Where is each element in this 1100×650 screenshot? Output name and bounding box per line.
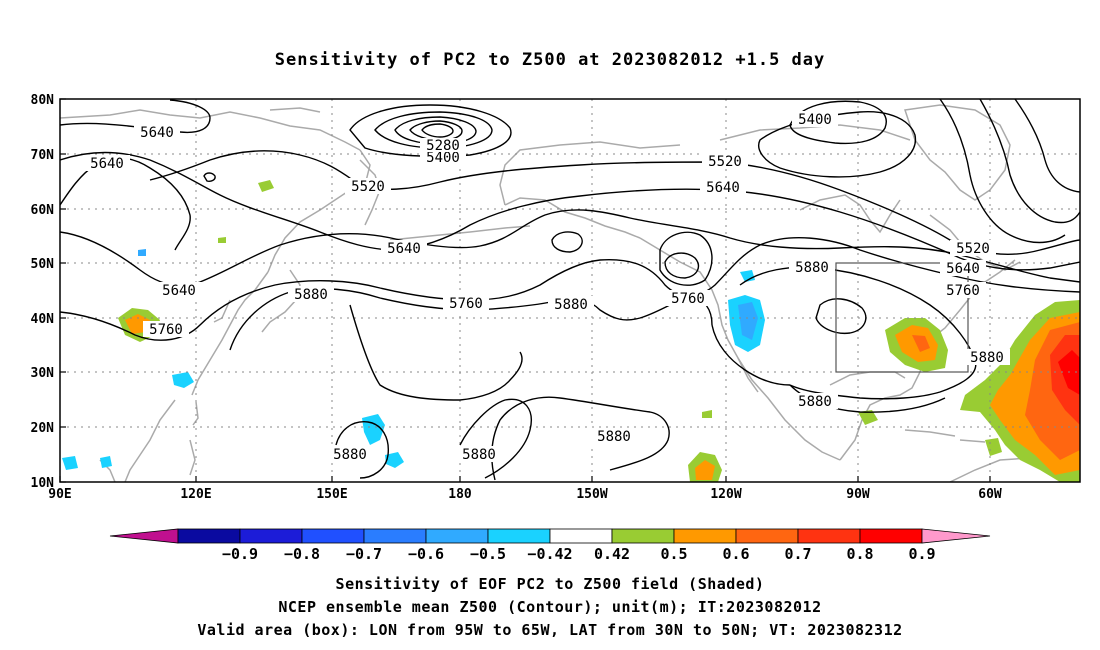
colorbar-label: −0.6 [408, 545, 444, 563]
sensitivity-shading [62, 180, 1080, 482]
lat-tick-labels: 80N 70N 60N 50N 40N 30N 20N 10N [31, 93, 55, 491]
axis-ticks [59, 98, 991, 483]
colorbar-swatch [859, 528, 923, 544]
colorbar-swatch [425, 528, 489, 544]
colorbar-swatch [239, 528, 303, 544]
lat-tick-label: 50N [31, 257, 55, 272]
contour-label: 5520 [708, 154, 742, 170]
lon-tick-label: 60W [978, 487, 1002, 502]
colorbar-swatch [549, 528, 613, 544]
contour-label: 5880 [462, 447, 496, 463]
lon-tick-labels: 90E 120E 150E 180 150W 120W 90W 60W [48, 487, 1002, 502]
contour-label: 5640 [140, 125, 174, 141]
colorbar-label: 0.8 [846, 545, 873, 563]
map-title: Sensitivity of PC2 to Z500 at 2023082012… [274, 50, 826, 70]
colorbar-label: 0.7 [784, 545, 811, 563]
contour-label: 5760 [671, 291, 705, 307]
lat-tick-label: 30N [31, 366, 55, 381]
colorbar-swatch [363, 528, 427, 544]
valid-area-box [835, 262, 969, 373]
contour-labels: 5640 5640 5640 5760 5520 5400 5280 5400 … [84, 111, 1010, 463]
colorbar-label: −0.42 [527, 545, 572, 563]
colorbar-label: 0.5 [660, 545, 687, 563]
contour-label: 5880 [798, 394, 832, 410]
contour-label: 5520 [351, 179, 385, 195]
contour-label: 5640 [706, 180, 740, 196]
colorbar-label: −0.5 [470, 545, 506, 563]
contour-label: 5880 [597, 429, 631, 445]
lat-tick-label: 60N [31, 203, 55, 218]
lon-tick-label: 90W [846, 487, 870, 502]
contour-label: 5640 [387, 241, 421, 257]
contour-label: 5880 [795, 260, 829, 276]
contour-label: 5640 [946, 261, 980, 277]
contour-label: 5880 [333, 447, 367, 463]
colorbar-label: −0.8 [284, 545, 320, 563]
colorbar-label: 0.42 [594, 545, 630, 563]
lon-tick-label: 120W [710, 487, 741, 502]
contour-label: 5880 [554, 297, 588, 313]
colorbar-swatch [797, 528, 861, 544]
lon-tick-label: 180 [448, 487, 472, 502]
caption-valid-area: Valid area (box): LON from 95W to 65W, L… [197, 621, 903, 639]
colorbar: −0.9 −0.8 −0.7 −0.6 −0.5 −0.42 0.42 0.5 0.6 0.7 0.… [109, 528, 991, 563]
lon-tick-label: 90E [48, 487, 71, 502]
map-frame [59, 98, 1081, 483]
contour-label: 5400 [798, 112, 832, 128]
colorbar-label: 0.6 [722, 545, 749, 563]
contour-label: 5640 [90, 156, 124, 172]
contour-label: 5760 [449, 296, 483, 312]
contour-label: 5520 [956, 241, 990, 257]
colorbar-high-arrow [921, 528, 991, 544]
colorbar-label: −0.9 [222, 545, 258, 563]
lat-tick-label: 70N [31, 148, 55, 163]
contour-label: 5760 [946, 283, 980, 299]
colorbar-swatch [611, 528, 675, 544]
colorbar-label: 0.9 [908, 545, 935, 563]
colorbar-swatch [673, 528, 737, 544]
colorbar-swatch [735, 528, 799, 544]
contour-label: 5400 [426, 150, 460, 166]
contour-label: 5640 [162, 283, 196, 299]
colorbar-low-arrow [109, 528, 179, 544]
colorbar-swatch [487, 528, 551, 544]
contour-label: 5760 [149, 322, 183, 338]
colorbar-swatch [177, 528, 241, 544]
colorbar-label: −0.7 [346, 545, 382, 563]
colorbar-swatch [301, 528, 365, 544]
lon-tick-label: 120E [180, 487, 211, 502]
lat-tick-label: 40N [31, 312, 55, 327]
contour-label: 5880 [970, 350, 1004, 366]
caption-shaded: Sensitivity of EOF PC2 to Z500 field (Sh… [335, 575, 765, 593]
lon-tick-label: 150E [316, 487, 347, 502]
contour-label: 5880 [294, 287, 328, 303]
lon-tick-label: 150W [576, 487, 607, 502]
lat-tick-label: 10N [31, 476, 55, 491]
caption-contour: NCEP ensemble mean Z500 (Contour); unit(… [278, 598, 822, 616]
lat-tick-label: 80N [31, 93, 55, 108]
lat-tick-label: 20N [31, 421, 55, 436]
contour-label: 5280 [426, 138, 460, 154]
